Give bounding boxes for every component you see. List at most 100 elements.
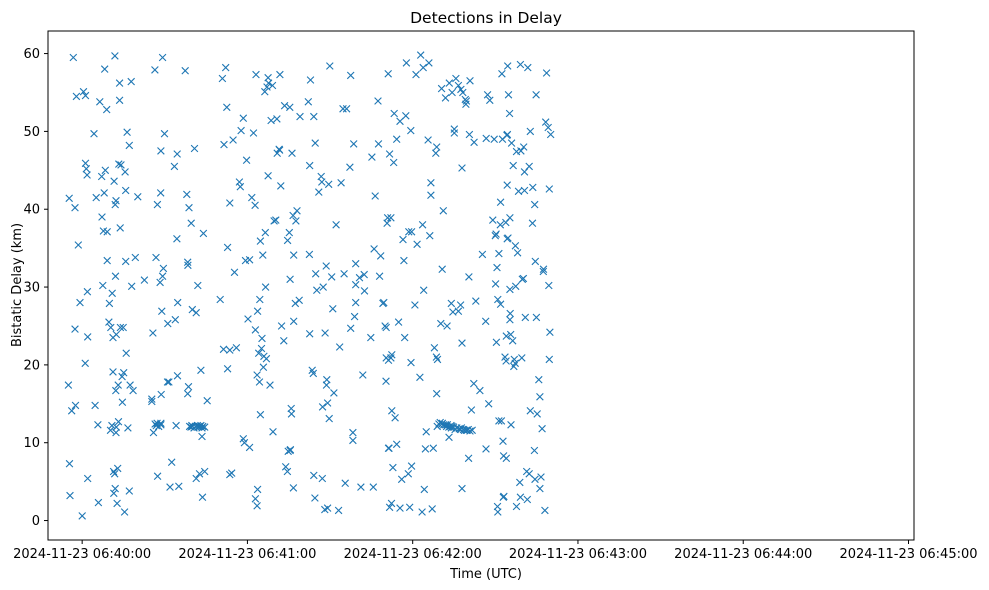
data-point — [105, 299, 114, 308]
data-point — [521, 313, 530, 322]
data-point — [194, 281, 202, 290]
data-point — [504, 91, 513, 99]
data-point — [443, 322, 451, 330]
data-point — [251, 201, 259, 210]
data-point — [445, 79, 454, 87]
data-point — [496, 221, 505, 229]
data-point — [256, 295, 264, 304]
data-point — [369, 483, 378, 491]
data-point — [495, 249, 503, 258]
x-tick-label: 2024-11-23 06:45:00 — [839, 547, 977, 562]
data-point — [157, 419, 165, 428]
data-point — [368, 153, 376, 161]
data-point — [289, 317, 298, 326]
data-point — [341, 479, 349, 487]
x-tick-label: 2024-11-23 06:40:00 — [13, 547, 151, 562]
data-point — [149, 428, 158, 437]
data-point — [200, 467, 209, 476]
data-point — [281, 463, 290, 471]
data-point — [516, 478, 524, 487]
data-point — [153, 472, 162, 480]
data-point — [119, 323, 127, 332]
data-point — [256, 410, 265, 419]
data-point — [232, 344, 241, 352]
data-point — [518, 354, 526, 362]
data-point — [325, 414, 333, 423]
x-tick-label: 2024-11-23 06:44:00 — [674, 547, 812, 562]
data-point — [94, 421, 102, 429]
data-point — [306, 76, 315, 84]
data-point — [392, 440, 401, 449]
data-point — [192, 474, 200, 483]
data-point — [452, 74, 460, 83]
data-point — [111, 484, 119, 493]
data-point — [156, 189, 165, 197]
data-point — [304, 98, 313, 106]
data-point — [116, 224, 124, 232]
data-point — [292, 217, 300, 225]
data-point — [371, 192, 379, 200]
y-tick-label: 40 — [23, 203, 40, 218]
data-point — [121, 257, 130, 266]
data-point — [506, 315, 514, 324]
x-tick-label: 2024-11-23 06:43:00 — [509, 547, 647, 562]
data-point — [170, 162, 179, 171]
data-point — [96, 98, 104, 106]
data-point — [219, 345, 228, 354]
data-point — [376, 252, 385, 260]
data-point — [482, 134, 490, 143]
data-point — [357, 483, 365, 491]
data-point — [530, 200, 539, 209]
data-point — [268, 81, 277, 90]
data-point — [335, 343, 344, 351]
data-point — [74, 241, 83, 249]
data-point — [272, 216, 280, 224]
data-point — [71, 401, 80, 410]
data-point — [407, 358, 415, 367]
data-point — [171, 315, 180, 324]
data-point — [195, 470, 204, 478]
data-point — [492, 230, 500, 238]
data-point — [506, 309, 514, 318]
data-point — [454, 307, 463, 315]
data-point — [72, 92, 81, 101]
data-point — [511, 359, 519, 368]
data-point — [397, 475, 406, 484]
data-point — [466, 77, 474, 85]
data-point — [293, 207, 301, 215]
data-point — [327, 273, 336, 281]
data-point — [120, 508, 129, 516]
data-point — [539, 267, 548, 276]
data-point — [502, 332, 511, 340]
data-point — [346, 324, 355, 333]
data-point — [531, 475, 539, 484]
data-point — [413, 240, 421, 249]
data-point — [418, 508, 426, 516]
data-point — [481, 317, 490, 326]
data-point — [221, 63, 230, 72]
y-axis-title: Bistatic Delay (km) — [10, 223, 25, 347]
data-point — [158, 307, 166, 315]
data-point — [198, 432, 206, 441]
data-point — [127, 282, 136, 291]
data-point — [542, 69, 551, 77]
data-point — [173, 235, 181, 243]
data-point — [295, 296, 303, 305]
data-point — [450, 125, 459, 133]
data-point — [259, 363, 268, 371]
data-point — [269, 428, 277, 436]
data-point — [244, 315, 252, 323]
data-point — [490, 135, 498, 143]
data-point — [323, 399, 332, 407]
data-point — [524, 63, 532, 72]
data-point — [83, 333, 92, 341]
data-point — [153, 200, 162, 209]
data-point — [380, 298, 388, 307]
data-point — [342, 105, 351, 113]
data-point — [467, 406, 476, 414]
data-point — [360, 287, 369, 295]
data-point — [416, 373, 424, 382]
data-point — [76, 298, 84, 307]
data-point — [289, 211, 297, 220]
data-point — [382, 323, 390, 332]
